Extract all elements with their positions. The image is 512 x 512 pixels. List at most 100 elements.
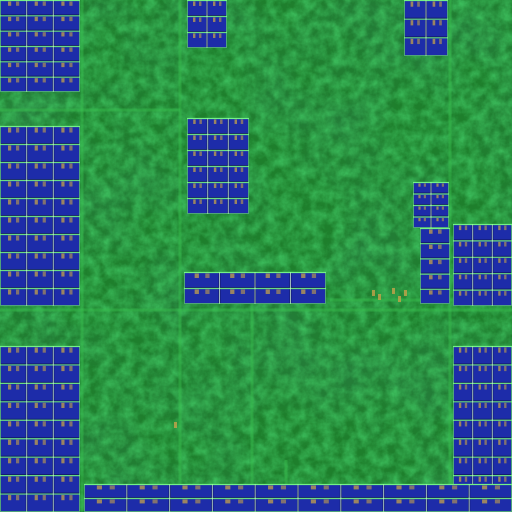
contact-tab bbox=[61, 47, 65, 52]
contact-tab bbox=[16, 458, 20, 464]
memory-cell bbox=[454, 257, 472, 273]
memory-cell bbox=[27, 457, 53, 475]
contact-tab bbox=[240, 183, 244, 188]
contact-tab bbox=[69, 271, 73, 277]
contact-tab bbox=[396, 499, 402, 504]
memory-cell bbox=[473, 402, 492, 419]
bond-pad bbox=[372, 290, 375, 296]
memory-cell bbox=[1, 402, 26, 419]
memory-cell bbox=[27, 439, 53, 456]
memory-cell bbox=[229, 167, 248, 181]
contact-tab bbox=[494, 499, 501, 504]
memory-cell bbox=[27, 365, 53, 382]
memory-cell bbox=[1, 217, 26, 233]
memory-cell bbox=[256, 273, 290, 287]
memory-cell bbox=[54, 181, 79, 197]
left-top-array bbox=[0, 0, 80, 92]
memory-cell bbox=[54, 289, 79, 305]
contact-tab bbox=[436, 195, 439, 199]
memory-cell bbox=[470, 499, 511, 511]
contact-tab bbox=[417, 20, 420, 26]
memory-cell bbox=[188, 17, 206, 31]
contact-tab bbox=[61, 199, 65, 205]
contact-tab bbox=[34, 145, 38, 151]
contact-tab bbox=[42, 458, 46, 464]
contact-tab bbox=[199, 17, 202, 22]
contact-tab bbox=[478, 225, 481, 231]
contact-tab bbox=[42, 1, 46, 6]
contact-tab bbox=[276, 289, 281, 294]
memory-cell bbox=[493, 439, 511, 456]
contact-tab bbox=[478, 365, 481, 372]
memory-cell bbox=[27, 181, 53, 197]
contact-tab bbox=[34, 289, 38, 295]
contact-tab bbox=[225, 499, 231, 504]
contact-tab bbox=[301, 273, 306, 278]
memory-cell bbox=[299, 485, 340, 497]
contact-tab bbox=[16, 16, 20, 22]
memory-cell bbox=[1, 383, 26, 401]
contact-tab bbox=[436, 218, 439, 222]
contact-tab bbox=[69, 199, 73, 205]
contact-tab bbox=[504, 476, 507, 482]
contact-tab bbox=[8, 458, 12, 464]
contact-tab bbox=[182, 485, 188, 490]
contact-tab bbox=[441, 206, 444, 210]
contact-tab bbox=[238, 499, 244, 504]
memory-cell bbox=[54, 347, 79, 364]
contact-tab bbox=[69, 384, 73, 390]
contact-tab bbox=[8, 476, 12, 482]
contact-tab bbox=[42, 62, 46, 68]
contact-tab bbox=[42, 365, 46, 372]
contact-tab bbox=[498, 258, 501, 263]
contact-tab bbox=[439, 485, 445, 490]
contact-tab bbox=[61, 217, 65, 223]
contact-tab bbox=[199, 119, 202, 124]
contact-tab bbox=[8, 62, 12, 68]
right-upper-small-array bbox=[413, 181, 449, 228]
contact-tab bbox=[42, 127, 46, 133]
right-mid-array bbox=[453, 223, 512, 306]
memory-cell bbox=[185, 289, 219, 303]
contact-tab bbox=[8, 16, 12, 22]
contact-tab bbox=[484, 402, 487, 408]
contact-tab bbox=[464, 365, 468, 372]
contact-tab bbox=[213, 1, 216, 6]
contact-tab bbox=[8, 47, 12, 52]
contact-tab bbox=[42, 476, 46, 482]
contact-tab bbox=[8, 439, 12, 445]
memory-cell bbox=[27, 62, 53, 76]
memory-cell bbox=[54, 253, 79, 269]
contact-tab bbox=[16, 32, 20, 37]
bond-pad bbox=[174, 422, 177, 428]
contact-tab bbox=[225, 485, 231, 490]
block-outline bbox=[184, 272, 326, 304]
contact-tab bbox=[69, 476, 73, 482]
contact-tab bbox=[69, 127, 73, 133]
contact-tab bbox=[152, 485, 158, 490]
contact-tab bbox=[69, 47, 73, 52]
contact-tab bbox=[16, 235, 20, 241]
memory-cell bbox=[493, 347, 511, 364]
memory-cell bbox=[493, 274, 511, 289]
contact-tab bbox=[458, 384, 462, 390]
contact-tab bbox=[16, 62, 20, 68]
memory-cell bbox=[1, 199, 26, 215]
contact-tab bbox=[42, 495, 46, 501]
contact-tab bbox=[16, 421, 20, 427]
contact-tab bbox=[213, 135, 217, 140]
contact-tab bbox=[8, 384, 12, 390]
contact-tab bbox=[429, 290, 433, 295]
contact-tab bbox=[234, 135, 238, 140]
contact-tab bbox=[323, 499, 329, 504]
contact-tab bbox=[409, 485, 415, 490]
contact-tab bbox=[193, 33, 196, 38]
contact-tab bbox=[240, 199, 244, 204]
contact-tab bbox=[498, 439, 501, 445]
contact-tab bbox=[34, 495, 38, 501]
contact-tab bbox=[69, 62, 73, 68]
memory-cell bbox=[1, 420, 26, 438]
contact-tab bbox=[234, 167, 238, 172]
memory-cell bbox=[229, 119, 248, 133]
memory-cell bbox=[1, 347, 26, 364]
